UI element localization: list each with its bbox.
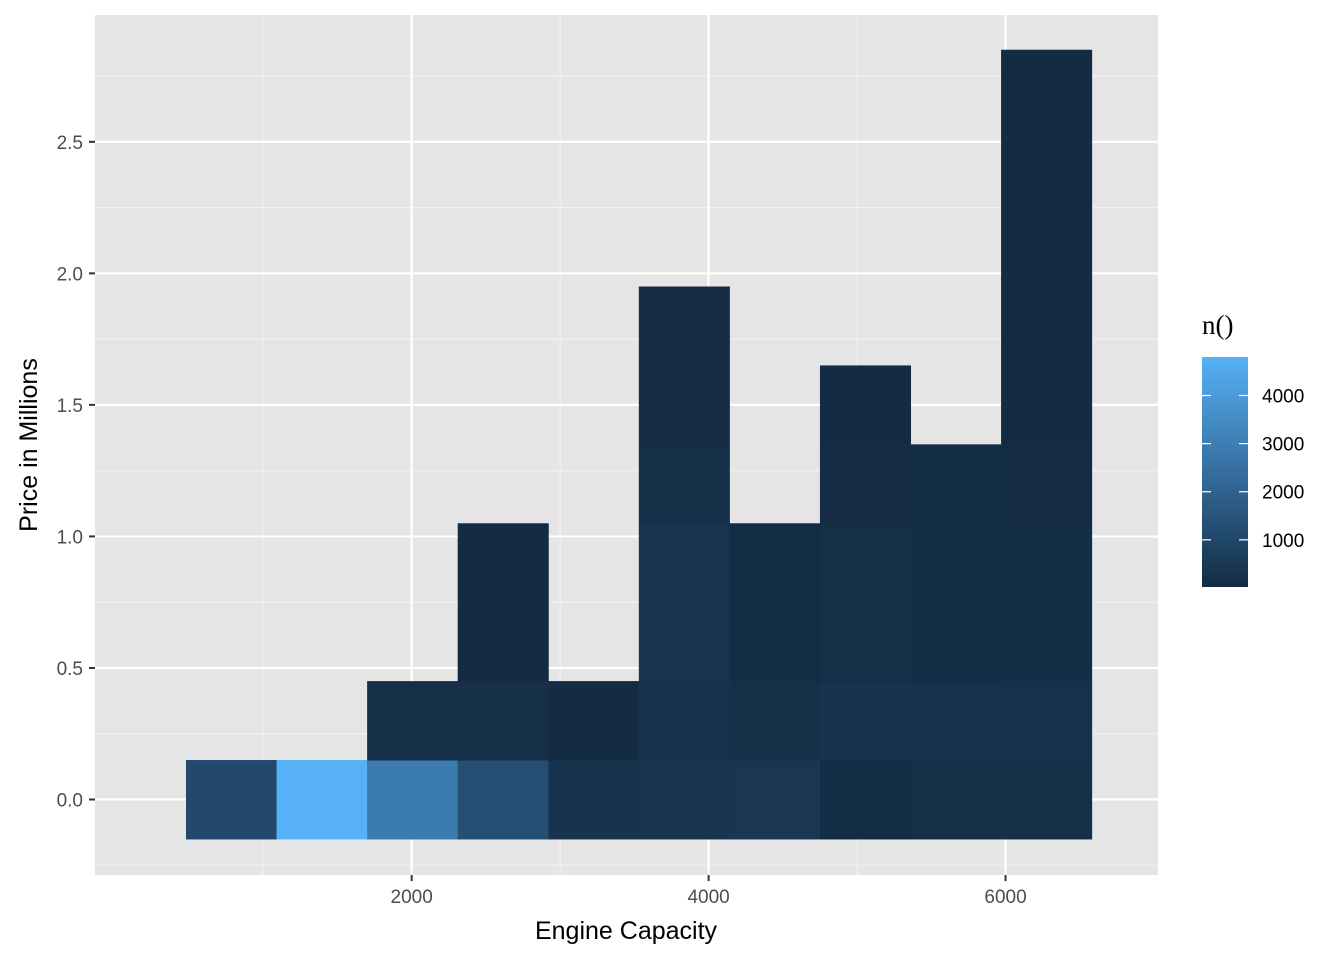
- x-tick-label: 4000: [687, 887, 729, 908]
- heatmap-cell: [638, 681, 730, 761]
- heatmap-cell: [910, 523, 1002, 682]
- heatmap-cell: [638, 286, 730, 445]
- heatmap-cell: [638, 760, 730, 840]
- heatmap-cell: [548, 681, 640, 761]
- heatmap-cell: [457, 681, 549, 761]
- y-tick-label: 1.5: [57, 396, 83, 417]
- heatmap-cell: [910, 444, 1002, 524]
- legend-break-label: 2000: [1262, 483, 1304, 504]
- heatmap-cell: [1001, 49, 1093, 445]
- x-axis-title: Engine Capacity: [535, 917, 718, 945]
- heatmap-cell: [276, 760, 368, 840]
- heatmap-cell: [1001, 523, 1093, 682]
- heatmap-cell: [910, 760, 1002, 840]
- heatmap-cell: [367, 681, 459, 761]
- legend-ticks: 1000 2000 3000 4000: [1202, 386, 1304, 552]
- legend-break-label: 3000: [1262, 435, 1304, 456]
- heatmap-cell: [819, 523, 912, 682]
- x-tick-label: 6000: [984, 887, 1026, 908]
- y-tick-label: 0.5: [57, 659, 83, 680]
- heatmap-cell: [1001, 760, 1093, 840]
- legend-break-label: 1000: [1262, 531, 1304, 552]
- heatmap-cell: [457, 760, 549, 840]
- heatmap-cell: [457, 523, 549, 682]
- y-tick-label: 2.0: [57, 264, 83, 285]
- y-tick-label: 2.5: [57, 133, 83, 154]
- heatmap-cell: [367, 760, 459, 840]
- y-axis-title: Price in Millions: [15, 358, 43, 532]
- heatmap-cell: [819, 365, 912, 445]
- heatmap-cell: [729, 760, 821, 840]
- y-tick-label: 0.0: [57, 790, 83, 811]
- legend: n() 1000 2000 3000 4000: [1202, 310, 1304, 587]
- legend-colorbar: [1202, 357, 1248, 587]
- heatmap-cell: [186, 760, 278, 840]
- x-tick-label: 2000: [391, 887, 433, 908]
- y-tick-label: 1.0: [57, 527, 83, 548]
- cell-layer: [186, 49, 1093, 840]
- heatmap-cell: [729, 681, 821, 761]
- axis-layer: 2000 4000 6000 0.0 0.5 1.0 1.5 2.0 2.5: [57, 133, 1027, 908]
- heatmap-cell: [819, 681, 912, 761]
- heatmap-cell: [638, 444, 730, 524]
- legend-title: n(): [1202, 310, 1233, 340]
- heatmap-cell: [638, 523, 730, 682]
- heatmap-cell: [729, 523, 821, 682]
- legend-break-label: 4000: [1262, 386, 1304, 407]
- heatmap-cell: [819, 760, 912, 840]
- heatmap-cell: [548, 760, 640, 840]
- heatmap-cell: [1001, 681, 1093, 761]
- heatmap-cell: [819, 444, 912, 524]
- heatmap-cell: [1001, 444, 1093, 524]
- heatmap-cell: [910, 681, 1002, 761]
